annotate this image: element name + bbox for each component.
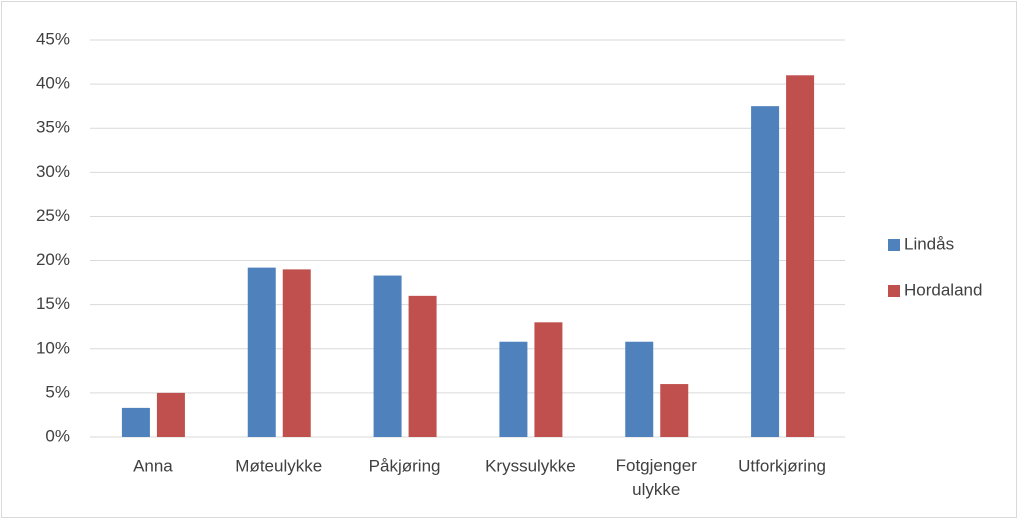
x-tick-label: Fotgjenger ulykke [616, 456, 698, 499]
y-tick-label: 45% [36, 29, 70, 48]
legend-swatch [888, 239, 900, 251]
legend-label: Lindås [904, 234, 954, 253]
y-tick-label: 25% [36, 206, 70, 225]
bar [121, 407, 150, 437]
y-tick-label: 40% [36, 74, 70, 93]
y-tick-label: 30% [36, 162, 70, 181]
y-tick-label: 15% [36, 294, 70, 313]
bar [499, 341, 528, 437]
x-tick-label: Anna [133, 456, 173, 475]
y-tick-label: 10% [36, 338, 70, 357]
bar [156, 392, 185, 437]
bar [751, 106, 780, 438]
y-tick-label: 0% [45, 426, 70, 445]
legend-label: Hordaland [904, 280, 982, 299]
x-tick-label: Utforkjøring [738, 456, 826, 475]
x-tick-label: Kryssulykke [485, 456, 576, 475]
x-tick-label: Påkjøring [369, 456, 441, 475]
bar [408, 295, 437, 437]
bar [373, 275, 402, 437]
bar [247, 267, 276, 437]
bar [660, 384, 689, 437]
y-tick-label: 20% [36, 250, 70, 269]
x-tick-label: Møteulykke [235, 456, 322, 475]
bar [282, 269, 311, 437]
bar [786, 75, 815, 438]
y-tick-label: 5% [45, 382, 70, 401]
bar [534, 322, 563, 437]
legend-swatch [888, 285, 900, 297]
bar [625, 341, 654, 437]
y-tick-label: 35% [36, 118, 70, 137]
